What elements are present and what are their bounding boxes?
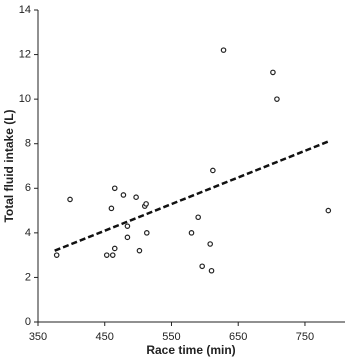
point <box>270 69 276 76</box>
x-tick-label: 350 <box>29 331 47 343</box>
point <box>210 167 216 174</box>
y-tick-label: 10 <box>19 93 31 105</box>
x-tick-label: 450 <box>96 331 114 343</box>
point <box>133 194 139 201</box>
point <box>111 245 118 252</box>
point <box>108 205 115 212</box>
trendline <box>54 140 329 252</box>
point <box>220 47 227 53</box>
point <box>111 185 118 192</box>
y-tick-label: 4 <box>25 227 31 239</box>
point <box>103 252 110 258</box>
point <box>53 252 60 258</box>
point <box>67 196 73 203</box>
y-axis-title: Total fluid intake (L) <box>2 109 16 222</box>
point <box>188 230 195 236</box>
point <box>124 234 131 241</box>
point <box>120 192 127 198</box>
point <box>325 207 332 214</box>
y-tick-label: 0 <box>25 316 31 328</box>
y-tick-label: 8 <box>25 138 31 150</box>
y-tick-label: 6 <box>25 182 31 194</box>
point <box>124 223 131 229</box>
point <box>143 230 150 236</box>
x-tick-label: 550 <box>162 331 180 343</box>
point <box>195 214 201 221</box>
x-tick-label: 750 <box>296 331 314 343</box>
y-tick-label: 12 <box>19 48 31 60</box>
point <box>208 267 215 274</box>
point <box>199 263 205 270</box>
x-tick-label: 650 <box>229 331 247 343</box>
x-axis-title: Race time (min) <box>146 343 235 357</box>
point <box>143 201 149 207</box>
point <box>274 96 280 102</box>
point <box>207 241 213 247</box>
point <box>136 247 143 254</box>
point <box>109 252 116 258</box>
y-tick-label: 14 <box>19 4 31 16</box>
y-tick-label: 2 <box>25 271 31 283</box>
